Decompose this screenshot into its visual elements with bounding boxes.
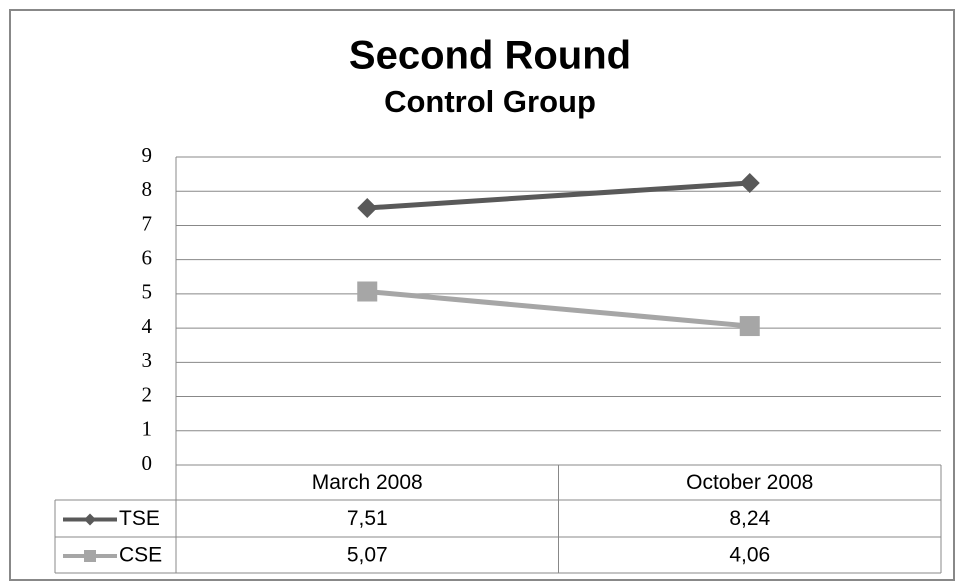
y-tick-label: 7 xyxy=(142,211,153,235)
series-line xyxy=(367,289,750,329)
table-value: 4,06 xyxy=(729,544,770,567)
y-tick-label: 4 xyxy=(142,314,153,338)
y-tick-label: 1 xyxy=(142,417,153,441)
y-tick-label: 0 xyxy=(142,451,153,475)
marker xyxy=(357,197,378,218)
chart-subtitle: Control Group xyxy=(384,84,596,119)
legend-marker xyxy=(84,550,96,562)
table-value: 7,51 xyxy=(347,507,388,530)
x-tick-label: October 2008 xyxy=(686,471,813,494)
legend-marker xyxy=(84,513,96,526)
y-tick-label: 9 xyxy=(142,143,153,167)
series-line xyxy=(367,180,750,211)
y-tick-label: 5 xyxy=(142,280,153,304)
marker xyxy=(739,316,760,337)
chart-title: Second Round xyxy=(349,34,631,78)
y-tick-label: 3 xyxy=(142,348,153,372)
y-tick-label: 6 xyxy=(142,245,153,269)
x-tick-label: March 2008 xyxy=(312,471,423,494)
y-tick-label: 2 xyxy=(142,382,153,406)
chart-frame xyxy=(9,9,955,581)
table-value: 5,07 xyxy=(347,544,388,567)
y-tick-label: 8 xyxy=(142,177,153,201)
marker xyxy=(357,281,378,302)
legend-label: CSE xyxy=(119,544,162,567)
table-value: 8,24 xyxy=(729,507,770,530)
legend-label: TSE xyxy=(119,507,160,530)
marker xyxy=(739,173,760,194)
